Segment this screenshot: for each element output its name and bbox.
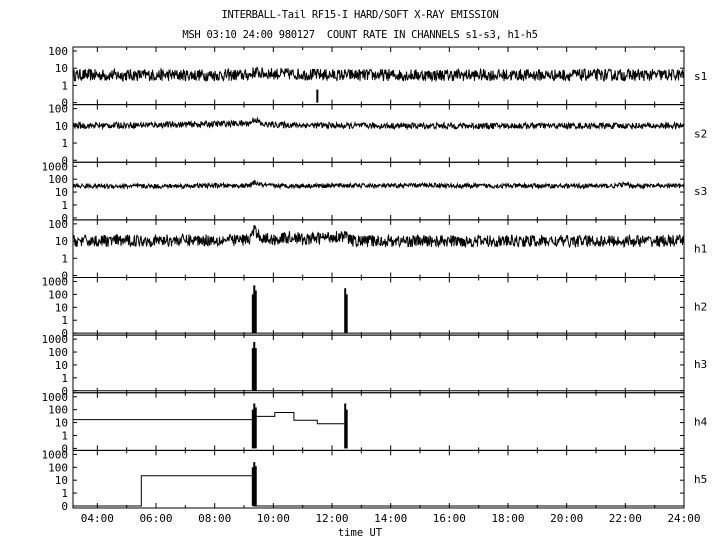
x-tick-label: 18:00 [491,512,524,525]
panel-frame-h1 [72,219,685,278]
y-tick-label: 0 [61,154,68,167]
y-tick-label: 1 [61,314,68,327]
series-line-s2 [72,116,685,131]
y-tick-label: 0 [61,500,68,513]
series-line-h1 [72,225,685,249]
y-tick-label: 1 [61,79,68,92]
y-tick-label: 100 [48,45,68,58]
y-tick-label: 0 [61,212,68,225]
y-tick-label: 10 [55,301,68,314]
y-tick-label: 100 [48,218,68,231]
y-tick-label: 100 [48,288,68,301]
x-axis-label: time UT [337,527,383,539]
channel-label-h4: h4 [694,416,708,429]
y-tick-label: 1000 [42,333,69,346]
x-tick-label: 10:00 [257,512,290,525]
series-line-h4 [73,412,346,449]
x-tick-label: 14:00 [374,512,407,525]
channel-label-s3: s3 [694,185,707,198]
channel-label-s1: s1 [694,70,707,83]
y-tick-label: 10 [55,62,68,75]
channel-label-h1: h1 [694,243,707,256]
channel-label-h5: h5 [694,473,707,486]
panel-frame-s2 [72,104,685,163]
y-tick-label: 1 [61,199,68,212]
y-tick-label: 10 [55,417,68,430]
y-tick-label: 0 [61,97,68,110]
x-tick-label: 24:00 [667,512,700,525]
y-tick-label: 1000 [42,276,69,289]
x-tick-label: 04:00 [81,512,114,525]
y-tick-label: 100 [48,346,68,359]
panel-frame-h2 [72,277,685,336]
channel-label-s2: s2 [694,127,707,140]
y-tick-label: 100 [48,404,68,417]
y-tick-label: 10 [55,474,68,487]
y-tick-label: 0 [61,385,68,398]
series-line-s3 [72,179,685,191]
panel-frame-s3 [72,161,685,221]
x-tick-label: 16:00 [433,512,466,525]
y-tick-label: 1000 [42,448,69,461]
y-tick-label: 10 [55,120,68,133]
y-tick-label: 0 [61,270,68,283]
y-tick-label: 1 [61,252,68,265]
y-tick-label: 100 [48,461,68,474]
y-tick-label: 1 [61,429,68,442]
x-tick-label: 20:00 [550,512,583,525]
y-tick-label: 1000 [42,391,69,404]
x-tick-label: 08:00 [198,512,231,525]
x-tick-label: 12:00 [315,512,348,525]
panel-frame-h5 [72,449,685,509]
x-tick-label: 22:00 [609,512,642,525]
chart-subtitle: MSH 03:10 24:00 980127 COUNT RATE IN CHA… [182,29,538,41]
y-tick-label: 10 [55,359,68,372]
y-tick-label: 1000 [42,160,69,173]
x-tick-label: 06:00 [139,512,172,525]
panel-frame-h3 [72,334,685,394]
y-tick-label: 100 [48,103,68,116]
y-tick-label: 0 [61,442,68,455]
y-tick-label: 1 [61,372,68,385]
series-line-h5 [73,475,684,507]
y-tick-label: 10 [55,235,68,248]
channel-label-h3: h3 [694,358,707,371]
channel-label-h2: h2 [694,300,707,313]
series-line-s1 [72,66,685,83]
panel-frame-h4 [72,392,685,451]
y-tick-label: 1 [61,487,68,500]
y-tick-label: 10 [55,186,68,199]
y-tick-label: 100 [48,173,68,186]
y-tick-label: 0 [61,327,68,340]
y-tick-label: 1 [61,137,68,150]
chart-title: INTERBALL-Tail RF15-I HARD/SOFT X-RAY EM… [221,9,499,21]
